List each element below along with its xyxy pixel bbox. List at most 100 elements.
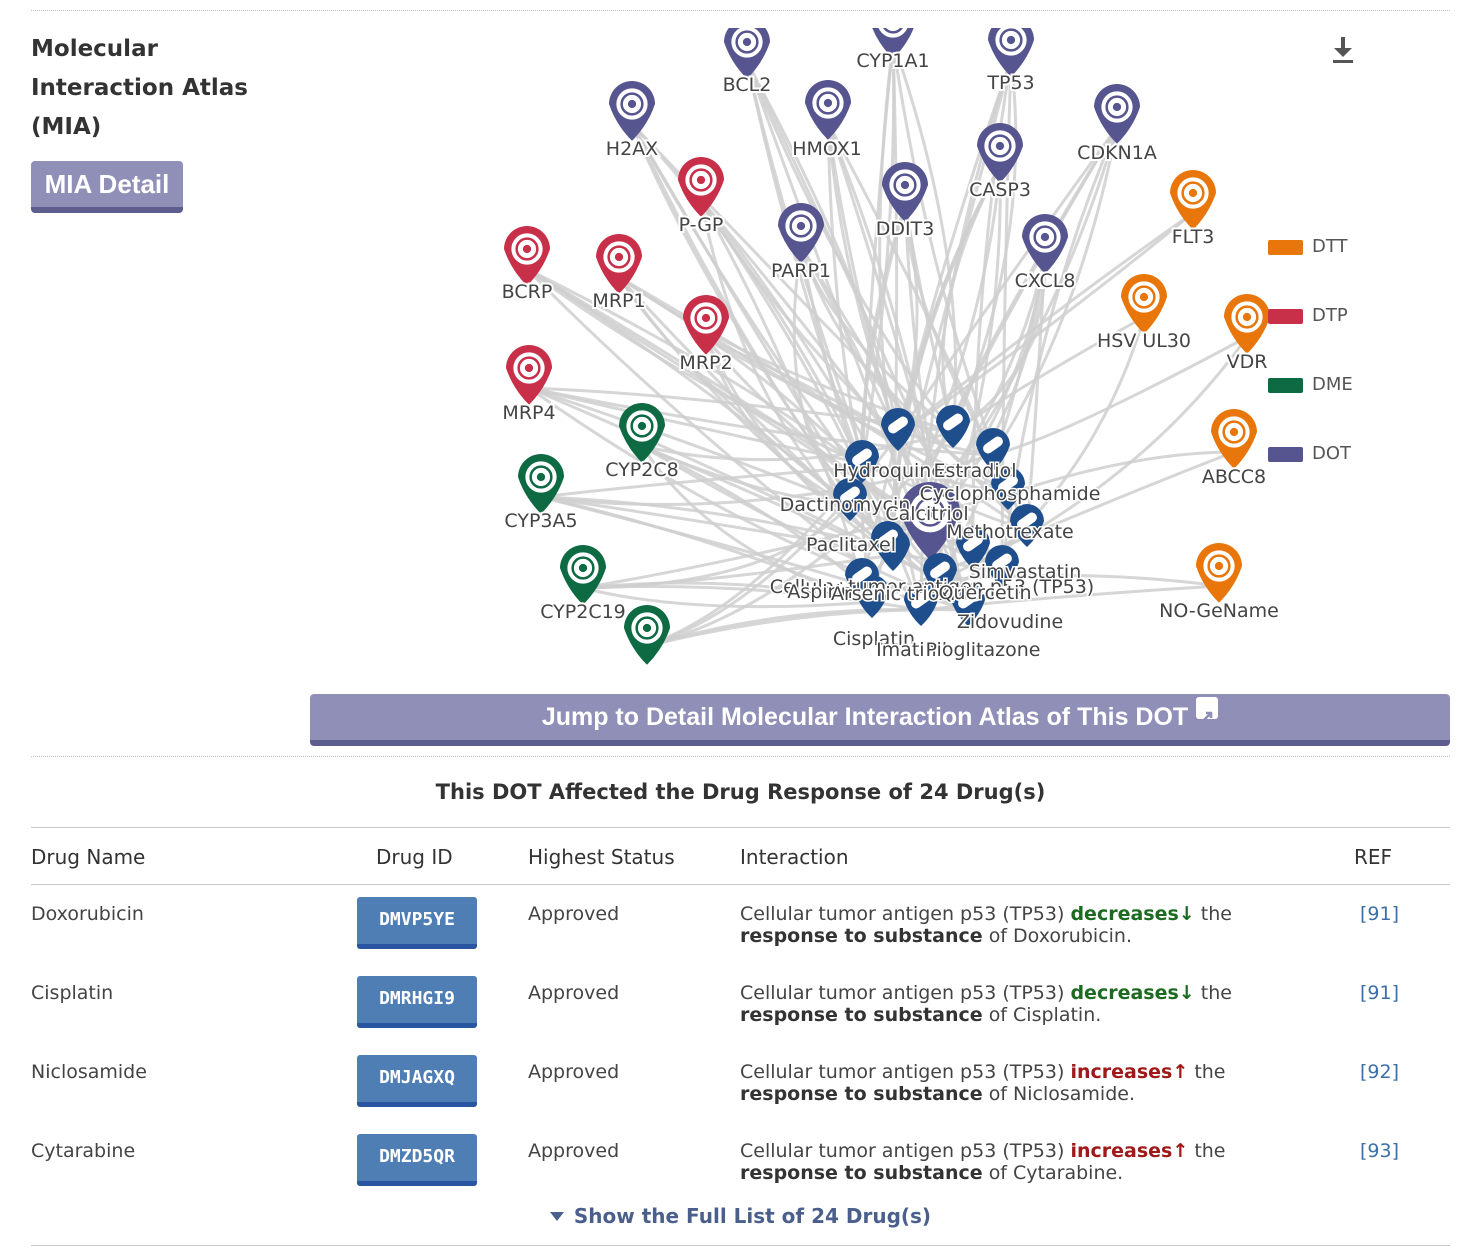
download-icon[interactable] [1330,36,1356,64]
molecule-nodes: CYP1A1 BCL2 TP53 H2AX HMOX1 CDKN1A CASP3 DDIT3 P… [500,28,1280,665]
drug-label: Cellular tumor antigen p53 (TP53) [770,576,1094,598]
drug-label: Hydroquinone [833,460,966,482]
top-divider [31,10,1450,11]
drug-status: Approved [528,982,620,1004]
node-cdkn1a[interactable] [1094,84,1140,144]
node-abcc8[interactable] [1211,408,1257,469]
legend-swatch [1268,378,1303,393]
reference-link[interactable]: [91] [1360,903,1400,925]
drug-label: Calcitriol [885,503,968,525]
node-bcl2[interactable] [724,28,770,79]
drug-id-button[interactable]: DMRHGI9 [357,976,477,1028]
node-label: H2AX [606,138,658,160]
node-cxcl8[interactable] [1022,214,1068,274]
table-row: Cytarabine DMZD5QR Approved Cellular tum… [0,1134,1479,1220]
node-label: VDR [1227,351,1268,373]
drug-label: Dactinomycin [780,494,911,516]
node-label: NO-GeName [1159,600,1279,622]
drug-label: Imatinib [876,639,954,661]
drug-id-button[interactable]: DMJAGXQ [357,1055,477,1107]
reference-link[interactable]: [91] [1360,982,1400,1004]
reference-link[interactable]: [93] [1360,1140,1400,1162]
drug-node[interactable] [936,405,970,448]
node-label: P-GP [679,214,724,236]
interaction-edge [897,211,1194,437]
table-top-border [31,827,1450,828]
interaction-edge [540,453,994,507]
node-label: BCRP [502,281,553,303]
node-vdr[interactable] [1224,294,1270,354]
drug-id-button[interactable]: DMZD5QR [357,1134,477,1186]
node-no-gename[interactable] [1196,543,1242,603]
mia-detail-button[interactable]: MIA Detail [31,161,183,213]
drug-node[interactable] [881,408,915,451]
drug-node[interactable] [845,440,879,483]
node-label: ABCC8 [1202,466,1266,488]
table-row: Niclosamide DMJAGXQ Approved Cellular tu… [0,1055,1479,1141]
node-h2ax[interactable] [609,81,655,141]
interaction-edge [528,386,994,457]
col-header-drug-id: Drug ID [376,845,453,869]
node-cyp3a5[interactable] [518,454,564,514]
show-full-list-link[interactable]: Show the Full List of 24 Drug(s) [31,1204,1450,1228]
interaction-edge [699,199,894,557]
jump-to-detail-button[interactable]: Jump to Detail Molecular Interaction Atl… [310,694,1450,746]
node-cyp2c8[interactable] [619,402,665,463]
drug-node[interactable] [871,521,905,564]
node-label: TP53 [986,72,1034,94]
legend-swatch [1268,240,1303,255]
drug-node[interactable] [956,526,990,569]
interaction-text: Cellular tumor antigen p53 (TP53) decrea… [740,903,1232,947]
molecular-interaction-network[interactable]: CYP1A1 BCL2 TP53 H2AX HMOX1 CDKN1A CASP3 DDIT3 P… [480,28,1280,674]
interaction-edge [528,386,1009,496]
legend-swatch [1268,447,1303,462]
reference-link[interactable]: [92] [1360,1061,1400,1083]
node-hsv-ul30[interactable] [1121,274,1167,334]
node-ddit3[interactable] [882,162,928,222]
node-p-gp[interactable] [678,157,724,217]
node-mrp2[interactable] [683,295,729,355]
interaction-edge [704,337,1003,574]
legend-label: DME [1312,374,1353,395]
drug-label: Cisplatin [833,628,915,650]
node-parp1[interactable] [778,203,824,263]
node-label: DDIT3 [876,218,935,240]
table-title: This DOT Affected the Drug Response of 2… [435,780,1046,804]
node-flt3[interactable] [1170,170,1216,230]
drug-label: Quercetin [939,582,1032,604]
drug-node[interactable] [1010,504,1044,547]
node-mrp1[interactable] [596,234,642,294]
node-label: BCL2 [723,74,772,96]
interaction-edge [540,495,889,550]
drug-label: Pioglitazone [926,639,1041,661]
node-label: MRP2 [679,352,732,374]
drug-node[interactable] [833,478,867,521]
section-title: Molecular Interaction Atlas (MIA) [31,36,248,140]
node-hmox1[interactable] [805,80,851,140]
node-label: PARP1 [771,260,831,282]
drug-node[interactable] [845,558,879,601]
interaction-edge [860,41,896,468]
interaction-edge [952,315,1145,434]
drug-node[interactable] [976,428,1010,471]
drug-node[interactable] [951,583,985,626]
drug-node[interactable] [904,583,938,626]
node-cyp2c19[interactable] [560,545,606,605]
center-node-tp53[interactable] [900,481,960,560]
drug-label: Cyclophosphamide [920,483,1101,505]
node-dme-extra[interactable] [624,605,670,665]
drug-node[interactable] [985,545,1019,588]
node-cyp1a1[interactable] [870,28,916,59]
node-casp3[interactable] [977,123,1023,183]
node-mrp4[interactable] [506,345,552,405]
drug-id-button[interactable]: DMVP5YE [357,897,477,949]
interaction-edge [897,211,1194,437]
drug-node[interactable] [991,466,1025,510]
node-label: FLT3 [1172,226,1215,248]
interaction-edge [1025,256,1047,532]
table-row: Doxorubicin DMVP5YE Approved Cellular tu… [0,897,1479,983]
drug-node[interactable] [923,553,957,596]
node-tp53[interactable] [988,28,1034,77]
node-bcrp[interactable] [504,226,550,286]
